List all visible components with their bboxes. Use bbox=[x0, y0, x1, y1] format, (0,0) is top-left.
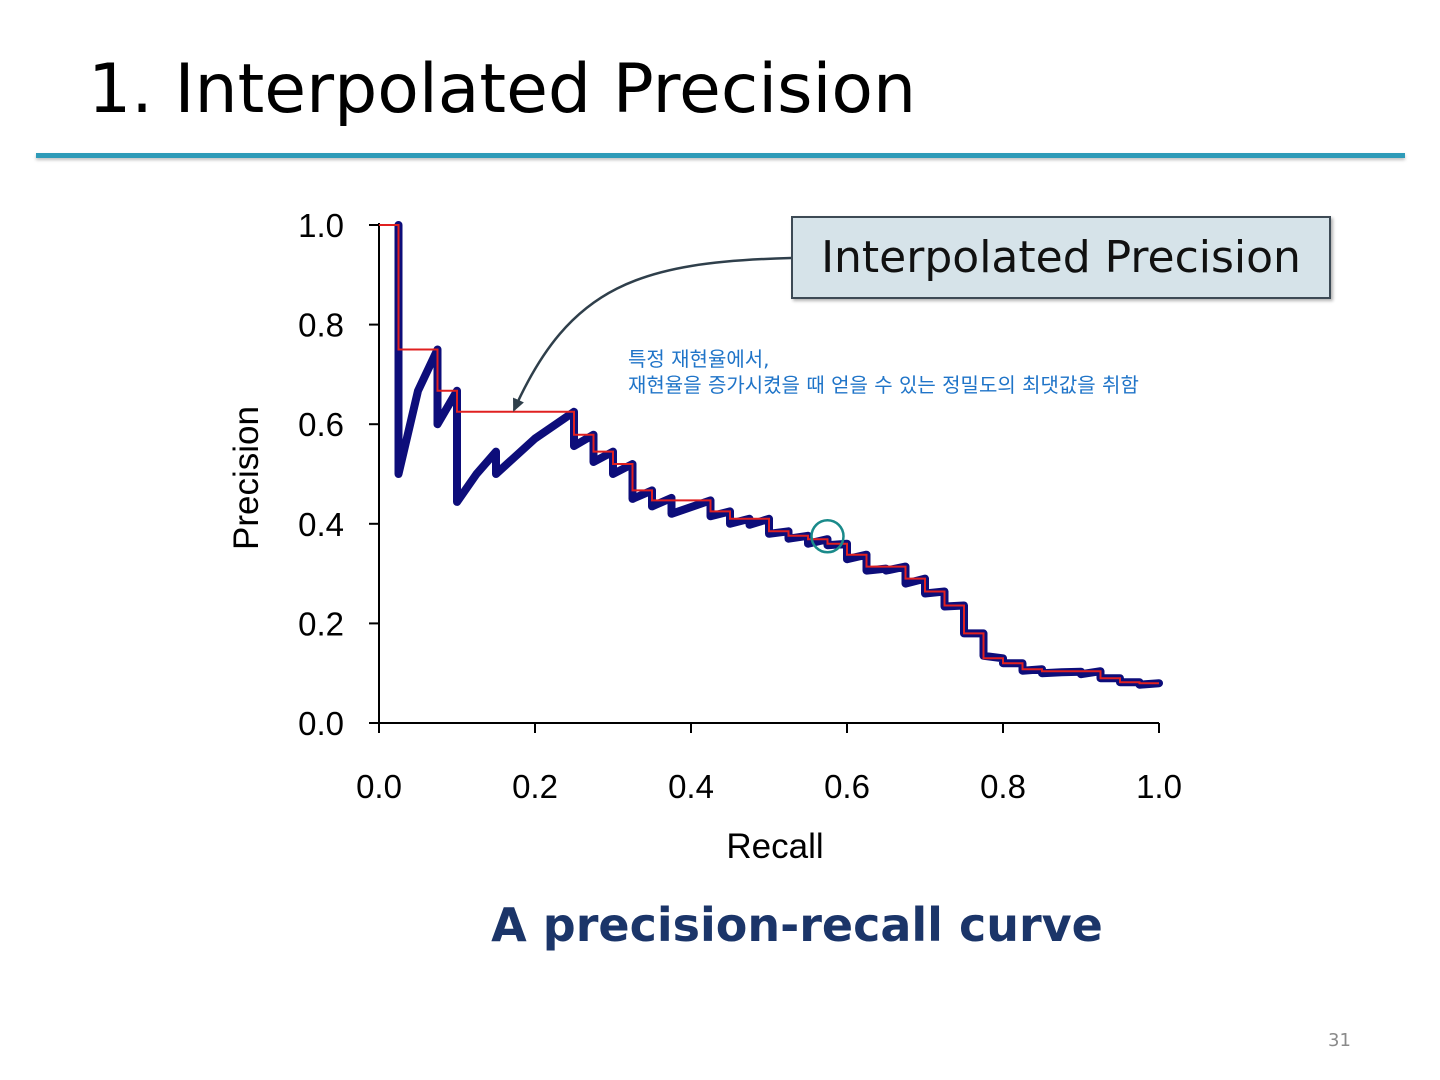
y-tick-label: 0.4 bbox=[298, 506, 344, 543]
y-axis-title: Precision bbox=[227, 406, 266, 550]
y-tick-label: 0.8 bbox=[298, 307, 344, 344]
callout-arrow bbox=[512, 256, 792, 412]
note-line-1: 특정 재현율에서, bbox=[628, 347, 770, 371]
x-tick-label: 0.2 bbox=[512, 768, 558, 805]
chart-annotations bbox=[512, 256, 845, 554]
interpolation-note: 특정 재현율에서, 재현율을 증가시켰을 때 얻을 수 있는 정밀도의 최댓값을… bbox=[628, 346, 1139, 398]
y-tick-label: 0.6 bbox=[298, 406, 344, 443]
y-tick-label: 0.0 bbox=[298, 705, 344, 742]
slide-title: 1. Interpolated Precision bbox=[88, 50, 917, 129]
x-tick-label: 0.4 bbox=[668, 768, 714, 805]
chart-axes: 0.0 0.2 0.4 0.6 0.8 1.0 0.0 0.2 0.4 0.6 0.8 1.0 bbox=[298, 207, 1182, 805]
x-tick-label: 0.8 bbox=[980, 768, 1026, 805]
x-tick-label: 1.0 bbox=[1136, 768, 1182, 805]
interpolated-precision-callout: Interpolated Precision bbox=[791, 216, 1331, 299]
x-axis-title: Recall bbox=[726, 827, 823, 866]
series-line-interpolated-precision bbox=[379, 224, 1159, 685]
x-tick-label: 0.6 bbox=[824, 768, 870, 805]
y-tick-label: 0.2 bbox=[298, 605, 344, 642]
title-divider bbox=[36, 153, 1405, 158]
y-tick-label: 1.0 bbox=[298, 207, 344, 244]
page-number: 31 bbox=[1328, 1030, 1351, 1051]
chart-caption: A precision-recall curve bbox=[491, 898, 1103, 952]
chart-series bbox=[379, 221, 1163, 689]
note-line-2: 재현율을 증가시켰을 때 얻을 수 있는 정밀도의 최댓값을 취함 bbox=[628, 373, 1139, 397]
callout-label: Interpolated Precision bbox=[821, 232, 1301, 283]
highlight-circle bbox=[810, 519, 845, 554]
x-tick-label: 0.0 bbox=[356, 768, 402, 805]
